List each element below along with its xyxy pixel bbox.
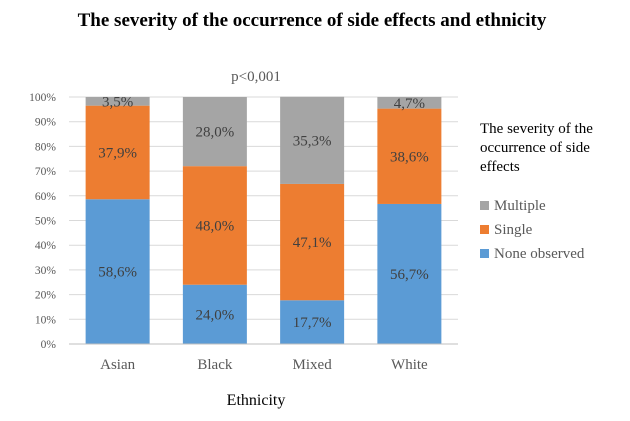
bar-single-white: [377, 108, 442, 204]
bar-multiple-asian: [85, 97, 150, 106]
legend: The severity of the occurrence of side eff…: [480, 121, 593, 262]
y-tick-label: 40%: [35, 240, 57, 252]
bar-none-observed-black: [182, 284, 247, 344]
data-label: 47,1%: [293, 235, 332, 251]
y-tick-label: 10%: [35, 314, 57, 326]
data-label: 24,0%: [196, 307, 235, 323]
legend-title: occurrence of side: [480, 140, 590, 156]
y-axis: 0% 10% 20% 30% 40% 50% 60% 70% 80% 90% 100%: [29, 92, 56, 351]
y-tick-label: 70%: [35, 166, 57, 178]
bar-multiple-mixed: [280, 96, 345, 184]
data-labels: 58,6% 37,9% 3,5% 24,0% 48,0% 28,0% 17,7% 47,1% 3…: [98, 94, 429, 331]
bar-none-observed-asian: [85, 199, 150, 344]
bar-single-mixed: [280, 183, 345, 301]
y-tick-label: 80%: [35, 141, 57, 153]
legend-swatch-multiple: [480, 201, 489, 210]
chart-title: The severity of the occurrence of side e…: [78, 10, 547, 31]
y-tick-label: 60%: [35, 191, 57, 203]
bar-none-observed-mixed: [280, 300, 345, 344]
data-label: 35,3%: [293, 133, 332, 149]
y-tick-label: 30%: [35, 265, 57, 277]
data-label: 37,9%: [98, 145, 137, 161]
data-label: 28,0%: [196, 125, 235, 141]
legend-title: The severity of the: [480, 121, 593, 137]
x-axis: Asian Black Mixed White: [69, 343, 458, 373]
x-axis-label: Ethnicity: [227, 392, 286, 409]
data-label: 56,7%: [390, 267, 429, 283]
y-tick-label: 20%: [35, 290, 57, 302]
bar-single-asian: [85, 105, 150, 200]
data-label: 4,7%: [394, 96, 425, 112]
data-label: 17,7%: [293, 315, 332, 331]
x-tick-label: Asian: [100, 357, 135, 373]
y-tick-label: 90%: [35, 117, 57, 129]
legend-entry-single: Single: [494, 222, 533, 238]
data-label: 38,6%: [390, 149, 429, 165]
bar-none-observed-white: [377, 203, 442, 344]
legend-swatch-none-observed: [480, 249, 489, 258]
y-tick-label: 0%: [41, 339, 57, 351]
bar-multiple-black: [182, 97, 247, 167]
data-label: 3,5%: [102, 94, 133, 110]
x-tick-label: Mixed: [293, 357, 333, 373]
legend-title: effects: [480, 159, 520, 175]
y-tick-label: 50%: [35, 216, 57, 228]
x-tick-label: White: [391, 357, 428, 373]
legend-swatch-single: [480, 225, 489, 234]
data-label: 58,6%: [98, 265, 137, 281]
legend-entry-none-observed: None observed: [494, 246, 585, 262]
y-tick-label: 100%: [29, 92, 56, 104]
bars: [85, 96, 442, 344]
x-tick-label: Black: [197, 357, 232, 373]
data-label: 48,0%: [196, 218, 235, 234]
bar-single-black: [182, 166, 247, 285]
p-value-annotation: p<0,001: [231, 69, 281, 85]
bar-multiple-white: [377, 97, 442, 109]
legend-entry-multiple: Multiple: [494, 198, 546, 214]
